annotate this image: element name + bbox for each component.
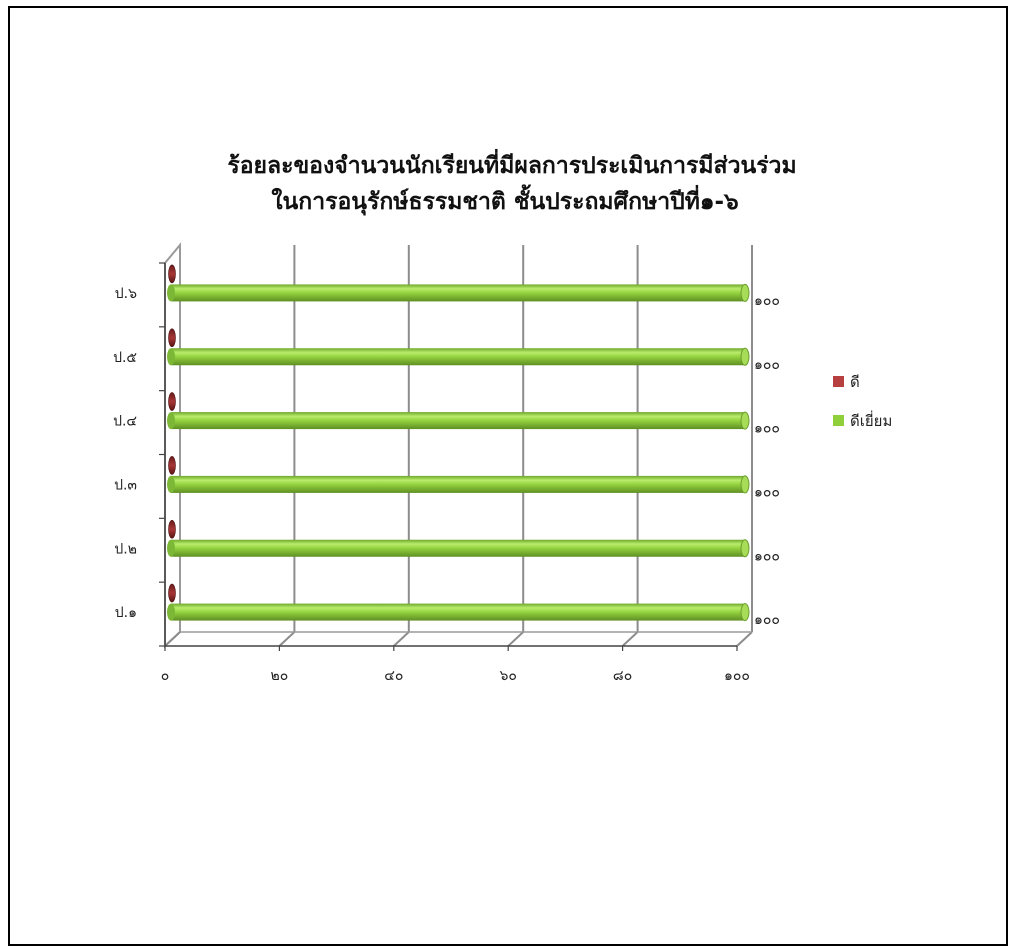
data-label: ๑๐๐ <box>754 612 780 628</box>
bar-deeyiam-cap-end <box>740 283 750 302</box>
y-tick-label: ป.๔ <box>113 414 137 430</box>
bar-deeyiam-6 <box>171 284 745 302</box>
bar-deeyiam-cap-start <box>167 348 175 366</box>
data-label: ๑๐๐ <box>754 548 780 564</box>
floor-gridline <box>164 631 181 647</box>
y-tick-label: ป.๕ <box>113 350 137 366</box>
bar-deeyiam-3 <box>171 475 745 493</box>
data-label: ๑๐๐ <box>754 293 780 309</box>
gridlines <box>164 245 753 647</box>
bar-deeyiam-cap-start <box>167 475 175 493</box>
floor-gridline <box>621 631 639 647</box>
chart-title: ร้อยละของจำนวนนักเรียนที่มีผลการประเมินก… <box>227 148 796 216</box>
bar-deeyiam-1 <box>171 603 745 621</box>
bar-deeyiam-cap-start <box>167 412 175 430</box>
legend-label: ดีเยี่ยม <box>850 410 892 430</box>
bar-dee-4 <box>168 392 176 411</box>
bar-deeyiam-cap-end <box>740 347 750 366</box>
legend: ดีดีเยี่ยม <box>833 373 892 430</box>
y-tick-label: ป.๖ <box>115 286 137 302</box>
chart-title-line-2: ในการอนุรักษ์ธรรมชาติ ชั้นประถมศึกษาปีที… <box>271 184 738 216</box>
x-tick-label: ๐ <box>161 668 170 684</box>
bar-dee-1 <box>168 583 176 603</box>
bar-deeyiam-cap-end <box>740 539 750 558</box>
bar-dee-3 <box>168 456 176 475</box>
data-label: ๑๐๐ <box>754 357 780 373</box>
chart: ร้อยละของจำนวนนักเรียนที่มีผลการประเมินก… <box>113 148 892 684</box>
bar-deeyiam-cap-start <box>167 284 175 302</box>
chart-title-line-1: ร้อยละของจำนวนนักเรียนที่มีผลการประเมินก… <box>227 148 796 179</box>
data-label: ๑๐๐ <box>754 484 780 500</box>
bar-deeyiam-2 <box>171 539 745 557</box>
x-tick-label: ๑๐๐ <box>724 668 750 684</box>
legend-swatch <box>833 415 844 426</box>
bars <box>167 264 750 622</box>
bar-dee-6 <box>168 264 176 284</box>
axes <box>159 262 752 651</box>
y-tick-label: ป.๓ <box>114 477 137 493</box>
x-tick-labels: ๐ ๒๐ ๔๐ ๖๐ ๘๐ ๑๐๐ <box>161 668 750 684</box>
x-tick-label: ๒๐ <box>271 668 289 684</box>
bar-deeyiam-4 <box>171 412 745 430</box>
floor-gridline <box>278 631 296 647</box>
bar-deeyiam-cap-end <box>740 475 750 494</box>
bar-deeyiam-5 <box>171 348 745 366</box>
floor-gridline <box>736 631 753 647</box>
bar-dee-5 <box>168 328 176 348</box>
x-tick-label: ๘๐ <box>613 668 632 684</box>
bar-deeyiam-cap-start <box>167 539 175 557</box>
legend-label: ดี <box>850 373 860 391</box>
bar-deeyiam-cap-end <box>740 411 750 430</box>
data-label: ๑๐๐ <box>754 421 780 437</box>
x-tick-label: ๖๐ <box>499 668 516 684</box>
x-tick-label: ๔๐ <box>384 668 403 684</box>
floor-gridline <box>507 631 524 647</box>
floor-gridline <box>393 631 410 647</box>
bar-dee-2 <box>168 519 176 539</box>
y-tick-label: ป.๒ <box>114 541 137 557</box>
bar-deeyiam-cap-end <box>740 603 750 622</box>
bar-deeyiam-cap-start <box>167 603 175 621</box>
y-tick-label: ป.๑ <box>115 605 137 621</box>
y-tick-labels: ป.๑ ป.๒ ป.๓ ป.๔ ป.๕ ป.๖ <box>113 286 137 621</box>
legend-swatch <box>833 376 844 387</box>
